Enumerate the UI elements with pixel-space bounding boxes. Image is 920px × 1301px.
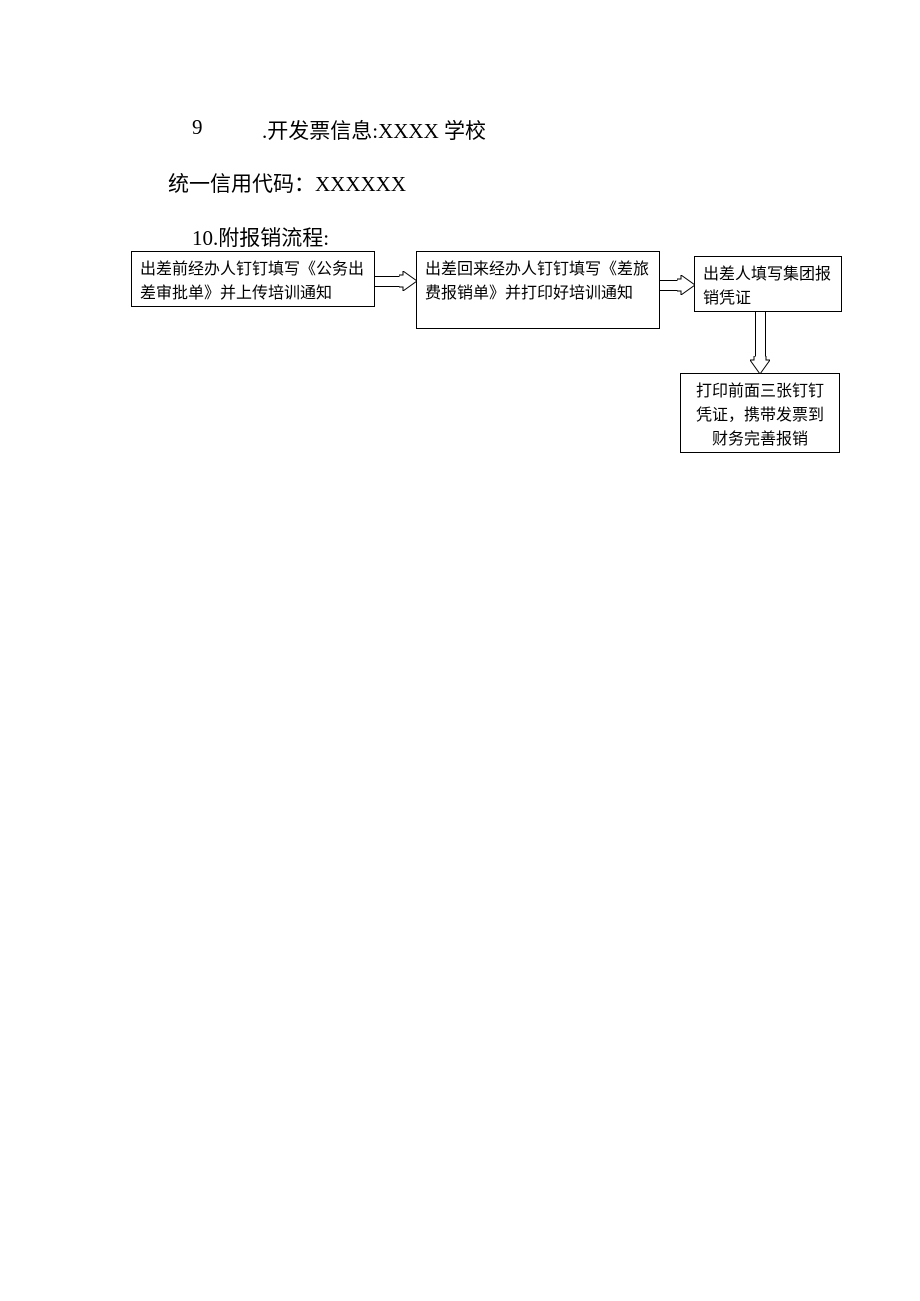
arrow-right-icon: [660, 277, 694, 293]
flow-node-3: 出差人填写集团报销凭证: [694, 256, 842, 312]
invoice-info-text: .开发票信息:XXXX 学校: [262, 115, 486, 145]
flow-node-2: 出差回来经办人钉钉填写《差旅费报销单》并打印好培训通知: [416, 251, 660, 329]
flow-node-2-text: 出差回来经办人钉钉填写《差旅费报销单》并打印好培训通知: [425, 261, 649, 302]
flowchart-heading: 10.附报销流程:: [192, 222, 329, 252]
arrow-down-icon: [752, 312, 768, 373]
flow-node-1: 出差前经办人钉钉填写《公务出差审批单》并上传培训通知: [131, 251, 375, 307]
arrow-right-icon: [375, 273, 416, 289]
flow-node-3-text: 出差人填写集团报销凭证: [703, 266, 831, 307]
credit-code-text: 统一信用代码：XXXXXX: [168, 168, 406, 198]
flow-node-1-text: 出差前经办人钉钉填写《公务出差审批单》并上传培训通知: [140, 261, 364, 302]
list-number-9: 9: [192, 115, 203, 140]
flow-node-4-text: 打印前面三张钉钉凭证，携带发票到财务完善报销: [696, 383, 824, 448]
flow-node-4: 打印前面三张钉钉凭证，携带发票到财务完善报销: [680, 373, 840, 453]
